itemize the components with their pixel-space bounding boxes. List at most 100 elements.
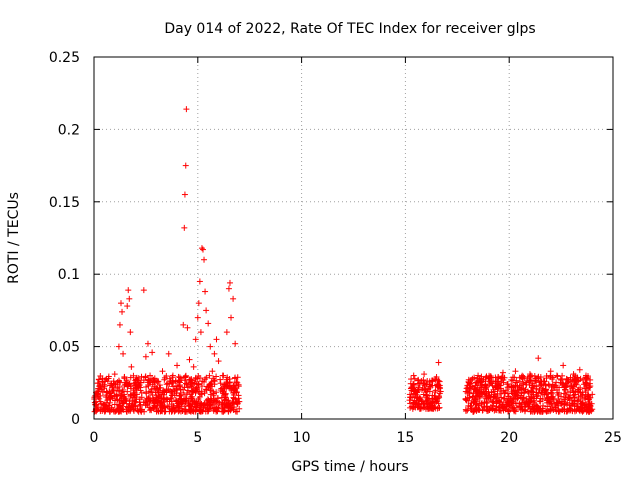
data-point	[116, 321, 123, 328]
data-point	[540, 402, 547, 409]
data-point	[182, 406, 189, 413]
data-point	[585, 387, 592, 394]
data-point	[172, 397, 179, 404]
data-point	[472, 387, 479, 394]
data-point	[168, 401, 175, 408]
data-point	[185, 407, 192, 414]
data-point	[192, 374, 199, 381]
data-point	[518, 390, 525, 397]
data-point	[191, 399, 198, 406]
data-point	[176, 383, 183, 390]
data-point	[116, 402, 123, 409]
data-point	[226, 279, 233, 286]
data-point	[165, 386, 172, 393]
data-point	[202, 376, 209, 383]
data-point	[505, 407, 512, 414]
data-point	[483, 388, 490, 395]
data-point	[182, 162, 189, 169]
data-point	[129, 397, 136, 404]
data-point	[207, 343, 214, 350]
data-point	[221, 383, 228, 390]
data-point	[156, 389, 163, 396]
data-point	[576, 366, 583, 373]
data-point	[169, 377, 176, 384]
data-point	[502, 406, 509, 413]
data-point	[205, 320, 212, 327]
data-point	[533, 375, 540, 382]
data-point	[422, 400, 429, 407]
data-point	[482, 384, 489, 391]
data-point	[553, 372, 560, 379]
data-point	[550, 374, 557, 381]
data-point	[497, 390, 504, 397]
data-point	[224, 401, 231, 408]
data-point	[132, 398, 139, 405]
data-point	[185, 381, 192, 388]
data-point	[585, 401, 592, 408]
data-point	[192, 408, 199, 415]
data-point	[554, 373, 561, 380]
data-point	[181, 191, 188, 198]
data-point	[512, 408, 519, 415]
data-point	[575, 393, 582, 400]
data-point	[197, 408, 204, 415]
data-point	[589, 391, 596, 398]
data-point	[201, 256, 208, 263]
data-point	[201, 400, 208, 407]
data-point	[171, 387, 178, 394]
data-point	[410, 372, 417, 379]
data-point	[561, 390, 568, 397]
data-point	[535, 355, 542, 362]
data-point	[543, 372, 550, 379]
data-point	[165, 403, 172, 410]
data-point	[194, 400, 201, 407]
data-point	[164, 380, 171, 387]
data-point	[473, 406, 480, 413]
data-point	[587, 383, 594, 390]
data-point	[475, 402, 482, 409]
data-point	[124, 303, 131, 310]
data-point	[165, 350, 172, 357]
data-point	[559, 372, 566, 379]
data-point	[470, 408, 477, 415]
data-point	[502, 389, 509, 396]
data-point	[539, 387, 546, 394]
data-point	[549, 387, 556, 394]
data-point	[104, 389, 111, 396]
data-point	[154, 407, 161, 414]
data-point	[184, 324, 191, 331]
data-point	[522, 379, 529, 386]
data-point	[561, 406, 568, 413]
data-point	[143, 383, 150, 390]
data-point	[552, 404, 559, 411]
data-point	[234, 408, 241, 415]
data-point	[537, 398, 544, 405]
data-point	[560, 406, 567, 413]
data-point	[198, 390, 205, 397]
data-point	[106, 394, 113, 401]
data-point	[543, 391, 550, 398]
data-point	[209, 383, 216, 390]
data-point	[489, 382, 496, 389]
data-point	[176, 392, 183, 399]
data-point	[235, 392, 242, 399]
data-point	[420, 404, 427, 411]
data-point	[406, 397, 413, 404]
data-point	[137, 384, 144, 391]
data-point	[198, 245, 205, 252]
data-point	[464, 384, 471, 391]
data-point	[585, 396, 592, 403]
data-point	[535, 390, 542, 397]
data-point	[507, 395, 514, 402]
data-point	[147, 379, 154, 386]
data-point	[229, 400, 236, 407]
data-point	[114, 406, 121, 413]
data-point	[145, 395, 152, 402]
data-point	[462, 395, 469, 402]
data-point	[236, 398, 243, 405]
data-point	[520, 395, 527, 402]
data-point	[583, 372, 590, 379]
data-point	[419, 387, 426, 394]
data-point	[408, 384, 415, 391]
data-point	[228, 405, 235, 412]
